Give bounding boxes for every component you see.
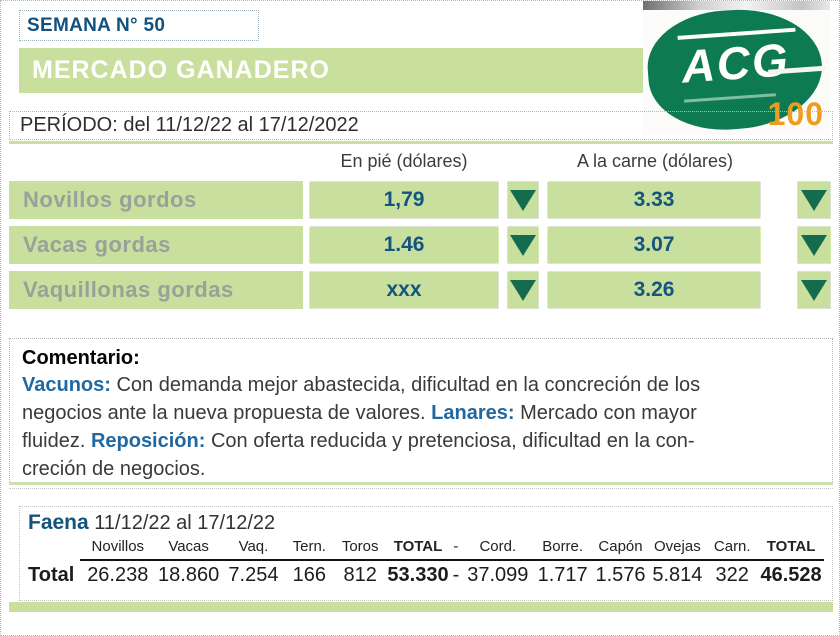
trend-down-icon — [507, 226, 539, 264]
faena-col-header-total: TOTAL — [393, 538, 443, 555]
faena-value: 5.814 — [652, 564, 703, 586]
faena-value: 18.860 — [158, 564, 220, 586]
bottom-green-bar — [9, 602, 833, 612]
trend-down-icon — [797, 226, 831, 264]
week-label-box: SEMANA N° 50 — [19, 10, 259, 41]
col-header-en-pie: En pié (dólares) — [340, 151, 468, 171]
comment-text: creción de negocios. — [22, 458, 206, 480]
page-title: MERCADO GANADERO — [32, 56, 330, 84]
faena-col-header: Borre. — [542, 538, 584, 555]
logo-text: ACG — [679, 33, 792, 93]
faena-period: 11/12/22 al 17/12/22 — [88, 512, 276, 534]
comment-text: Con demanda mejor abastecida, dificultad… — [110, 374, 701, 396]
faena-title-row: Faena 11/12/22 al 17/12/22 — [28, 511, 824, 535]
comment-text: Mercado con mayor — [514, 402, 697, 424]
trend-down-icon — [507, 181, 539, 219]
faena-col-header: Vacas — [168, 538, 209, 555]
faena-col-header: Vaq. — [238, 538, 269, 555]
divider — [9, 482, 833, 485]
faena-col-header: Tern. — [292, 538, 326, 555]
logo-tagline — [683, 93, 776, 103]
a-la-carne-value: 3.07 — [547, 226, 761, 264]
price-row-vaquillonas: Vaquillonas gordas xxx 3.26 — [9, 271, 833, 309]
logo-badge-100: 100 — [767, 96, 824, 132]
acg-logo: ACG 100 — [643, 1, 830, 135]
faena-value: 322 — [715, 564, 749, 586]
en-pie-value: 1.46 — [309, 226, 499, 264]
faena-value: 37.099 — [467, 564, 529, 586]
faena-title: Faena — [28, 511, 89, 534]
comment-line: fluidez. Reposición: Con oferta reducida… — [22, 427, 820, 455]
comment-label-reposicion: Reposición: — [90, 430, 206, 452]
comment-label-vacunos: Vacunos: — [22, 374, 111, 396]
comment-text: Con oferta reducida y pretenciosa, dific… — [205, 430, 695, 452]
faena-value: 7.254 — [228, 564, 279, 586]
down-triangle-icon — [801, 189, 827, 211]
comment-line: creción de negocios. — [22, 455, 820, 483]
faena-value: 26.238 — [87, 564, 149, 586]
faena-col-header: Toros — [341, 538, 379, 555]
divider — [9, 488, 833, 489]
faena-value: 812 — [343, 564, 377, 586]
trend-down-icon — [797, 271, 831, 309]
faena-col-header: - — [453, 538, 459, 555]
faena-col-header: Carn. — [713, 538, 751, 555]
faena-header-row: Novillos Vacas Vaq. Tern. Toros TOTAL - … — [28, 538, 824, 559]
faena-col-header: Cord. — [479, 538, 517, 555]
faena-col-header: Capón — [598, 538, 643, 555]
en-pie-value: 1,79 — [309, 181, 499, 219]
comment-title: Comentario: — [22, 347, 140, 369]
price-row-vacas: Vacas gordas 1.46 3.07 — [9, 226, 833, 264]
en-pie-value: xxx — [309, 271, 499, 309]
a-la-carne-value: 3.26 — [547, 271, 761, 309]
a-la-carne-value: 3.33 — [547, 181, 761, 219]
price-row-novillos: Novillos gordos 1,79 3.33 — [9, 181, 833, 219]
period-label-box: PERÍODO: del 11/12/22 al 17/12/2022 — [9, 111, 833, 140]
category-label: Novillos gordos — [9, 181, 303, 219]
faena-header-rule — [80, 559, 824, 561]
category-label: Vacas gordas — [9, 226, 303, 264]
divider — [9, 141, 833, 144]
down-triangle-icon — [801, 279, 827, 301]
price-table: Novillos gordos 1,79 3.33 Vacas gordas 1… — [9, 181, 833, 316]
faena-col-header: Ovejas — [654, 538, 701, 555]
faena-col-header: Novillos — [91, 538, 145, 555]
category-label: Vaquillonas gordas — [9, 271, 303, 309]
faena-totals-row: Total 26.238 18.860 7.254 166 812 53.330… — [28, 564, 824, 587]
faena-value: - — [452, 564, 460, 586]
comment-line: Vacunos: Con demanda mejor abastecida, d… — [22, 371, 820, 399]
faena-value: 1.576 — [595, 564, 646, 586]
faena-row-label: Total — [28, 564, 75, 586]
title-bar: MERCADO GANADERO — [19, 48, 647, 93]
faena-value-total: 46.528 — [760, 564, 822, 586]
down-triangle-icon — [510, 189, 536, 211]
faena-value: 166 — [292, 564, 326, 586]
down-triangle-icon — [801, 234, 827, 256]
week-label: SEMANA N° 50 — [27, 14, 166, 36]
comment-text: negocios ante la nueva propuesta de valo… — [22, 402, 432, 424]
faena-value-total: 53.330 — [387, 564, 449, 586]
faena-value: 1.717 — [537, 564, 588, 586]
comment-text: fluidez. — [22, 430, 91, 452]
trend-down-icon — [507, 271, 539, 309]
trend-down-icon — [797, 181, 831, 219]
comment-label-lanares: Lanares: — [431, 402, 515, 424]
col-header-a-la-carne: A la carne (dólares) — [576, 151, 734, 171]
faena-section: Faena 11/12/22 al 17/12/22 Novillos Vaca… — [19, 506, 833, 601]
comment-line: negocios ante la nueva propuesta de valo… — [22, 399, 820, 427]
period-label: PERÍODO: del 11/12/22 al 17/12/2022 — [20, 114, 359, 136]
comment-box: Comentario: Vacunos: Con demanda mejor a… — [9, 338, 833, 484]
down-triangle-icon — [510, 234, 536, 256]
faena-col-header-total: TOTAL — [766, 538, 816, 555]
down-triangle-icon — [510, 279, 536, 301]
